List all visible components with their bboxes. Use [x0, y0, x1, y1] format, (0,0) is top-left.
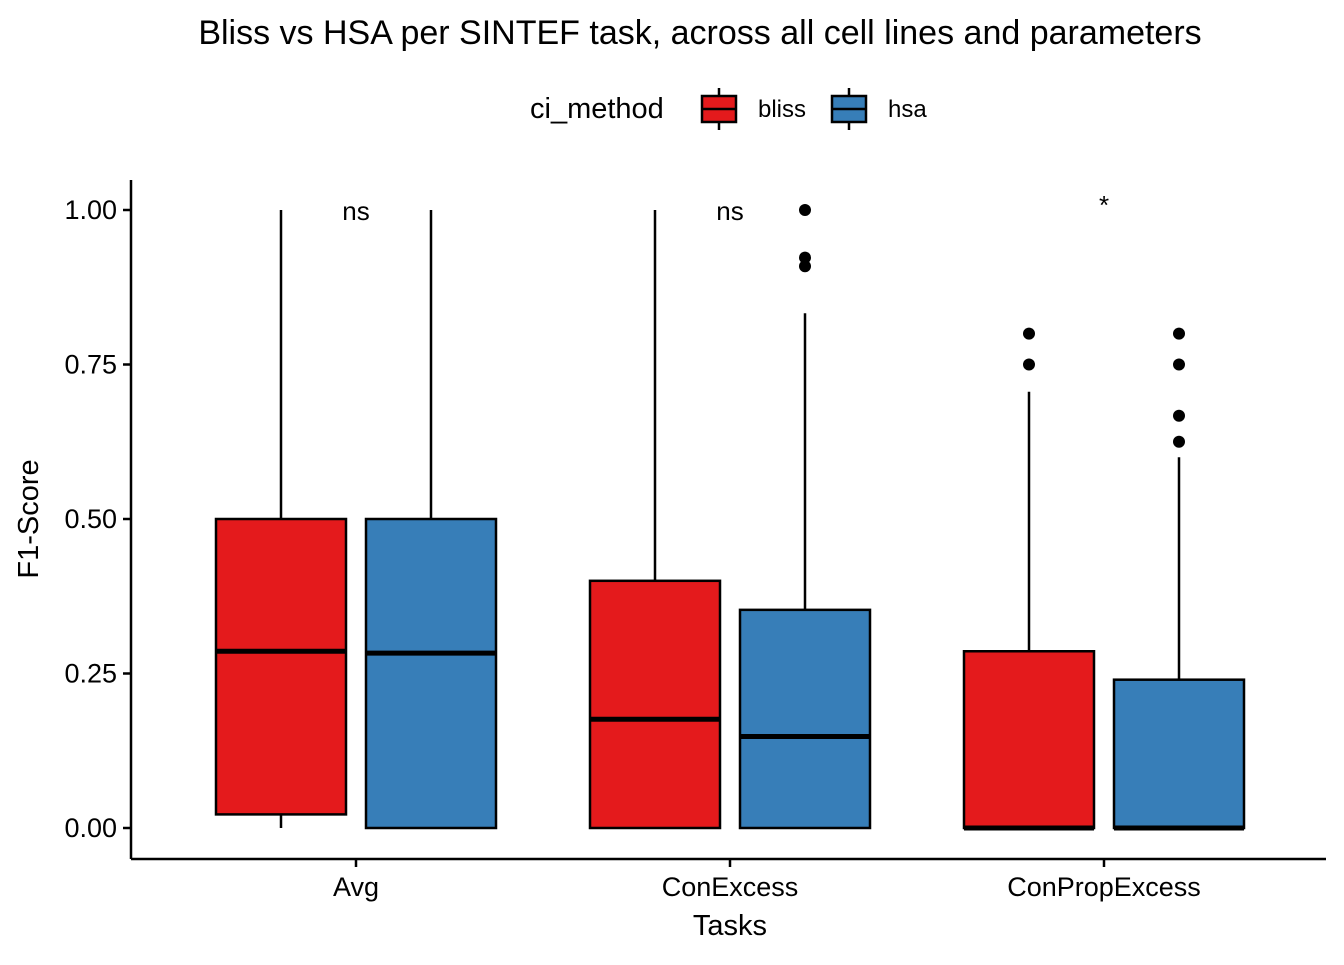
- outlier-point: [1173, 358, 1185, 371]
- box-iqr: [738, 608, 872, 830]
- box-hsa-ConExcess: [738, 204, 872, 830]
- y-tick-label: 0.75: [64, 350, 117, 380]
- legend-item-hsa: hsa: [830, 88, 927, 130]
- significance-label: ns: [716, 196, 743, 226]
- x-tick-label: ConPropExcess: [1007, 872, 1201, 902]
- outlier-point: [1023, 358, 1035, 371]
- outlier-point: [1173, 327, 1185, 340]
- legend-title: ci_method: [530, 93, 664, 125]
- y-axis-title: F1-Score: [13, 459, 45, 578]
- box-iqr: [364, 517, 498, 830]
- x-tick-label: ConExcess: [662, 872, 799, 902]
- plot-area: 0.00 0.25 0.50 0.75 1.00 Avg ConExcess ConPropE…: [64, 180, 1326, 902]
- legend-label: hsa: [888, 96, 927, 123]
- legend-item-bliss: bliss: [700, 88, 806, 130]
- x-axis-title: Tasks: [693, 910, 767, 942]
- legend: ci_method bliss hsa: [530, 88, 927, 130]
- y-tick-label: 0.50: [64, 504, 117, 534]
- box-iqr: [588, 579, 722, 830]
- significance-label: ns: [342, 196, 369, 226]
- outlier-point: [799, 260, 811, 273]
- box-iqr: [214, 517, 348, 816]
- chart-title: Bliss vs HSA per SINTEF task, across all…: [198, 14, 1201, 52]
- outlier-point: [799, 204, 811, 216]
- box-bliss-ConPropExcess: [962, 327, 1096, 831]
- y-tick-label: 0.00: [64, 813, 117, 843]
- significance-label: *: [1099, 190, 1109, 220]
- outlier-point: [799, 251, 811, 264]
- outlier-point: [1173, 435, 1185, 448]
- outlier-point: [1023, 327, 1035, 340]
- x-tick-label: Avg: [333, 872, 379, 902]
- box-bliss-ConExcess: [588, 210, 722, 830]
- box-iqr: [1112, 678, 1246, 830]
- y-tick-label: 1.00: [64, 195, 117, 225]
- box-hsa-ConPropExcess: [1112, 327, 1246, 831]
- y-tick-label: 0.25: [64, 659, 117, 689]
- box-bliss-Avg: [214, 210, 348, 828]
- box-iqr: [962, 650, 1096, 830]
- box-hsa-Avg: [364, 210, 498, 830]
- legend-label: bliss: [758, 96, 806, 123]
- outlier-point: [1173, 409, 1185, 422]
